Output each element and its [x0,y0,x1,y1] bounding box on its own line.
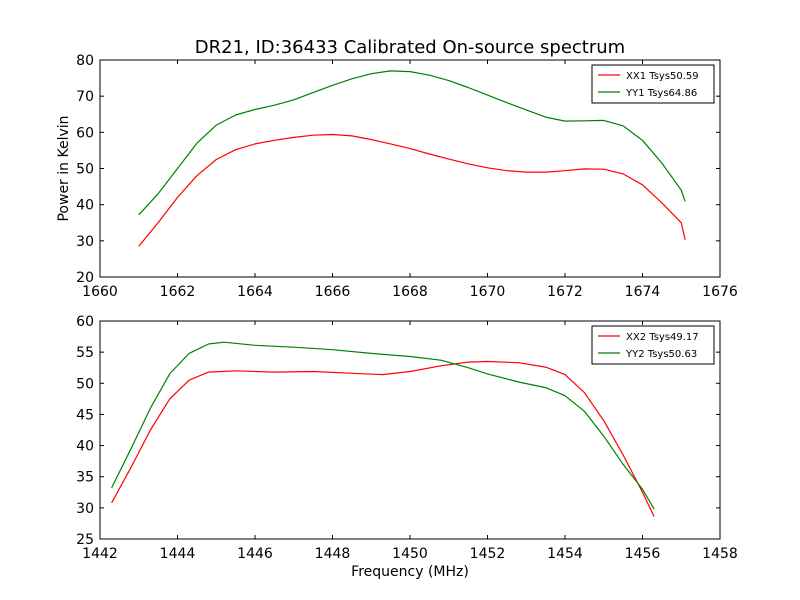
y-tick-label: 30 [76,501,94,517]
y-tick-label: 60 [76,125,94,141]
x-tick-label: 1664 [237,284,273,300]
x-tick-label: 1660 [82,284,118,300]
y-tick-label: 50 [76,376,94,392]
y-tick-label: 40 [76,439,94,455]
x-tick-label: 1662 [160,284,196,300]
y-tick-label: 20 [76,270,94,286]
x-tick-label: 1444 [160,546,196,562]
legend-box [591,64,715,104]
x-tick-label: 1448 [315,546,351,562]
series-line-1 [111,360,655,517]
x-tick-label: 1672 [547,284,583,300]
legend-box [591,325,715,365]
y-tick-label: 45 [76,407,94,423]
x-tick-label: 1450 [392,546,428,562]
series-line-1 [138,133,686,247]
y-axis-label: Power in Kelvin [56,115,72,221]
legend: XX2 Tsys49.17 YY2 Tsys50.63 [591,325,715,365]
legend-label: YY2 Tsys50.63 [625,349,697,360]
x-tick-label: 1674 [625,284,661,300]
y-tick-label: 80 [76,53,94,69]
x-tick-label: 1446 [237,546,273,562]
legend-label: XX1 Tsys50.59 [626,71,699,82]
x-tick-label: 1442 [82,546,118,562]
bottom-subplot: 1442 1444 1446 1448 1450 1452 1454 1456 1458 25 30… [76,314,738,580]
x-tick-label: 1668 [392,284,428,300]
y-tick-label: 50 [76,162,94,178]
x-tick-label: 1454 [547,546,583,562]
top-subplot: 1660 1662 1664 1666 1668 1670 1672 1674 1676 20 30… [56,53,738,300]
y-tick-label: 60 [76,314,94,330]
legend: XX1 Tsys50.59 YY1 Tsys64.86 [591,64,715,104]
series-line-2 [138,70,686,216]
x-tick-label: 1670 [470,284,506,300]
y-tick-label: 55 [76,345,94,361]
y-tick-label: 40 [76,198,94,214]
y-tick-label: 25 [76,532,94,548]
x-axis-label: Frequency (MHz) [351,564,469,580]
y-tick-label: 70 [76,89,94,105]
x-tick-label: 1666 [315,284,351,300]
chart-title: DR21, ID:36433 Calibrated On-source spec… [195,37,625,58]
x-tick-label: 1458 [702,546,738,562]
y-tick-label: 30 [76,234,94,250]
series-line-2 [111,341,655,510]
y-tick-label: 35 [76,470,94,486]
x-tick-label: 1676 [702,284,738,300]
legend-label: XX2 Tsys49.17 [626,332,699,343]
x-tick-label: 1456 [625,546,661,562]
x-tick-label: 1452 [470,546,506,562]
legend-label: YY1 Tsys64.86 [625,88,697,99]
